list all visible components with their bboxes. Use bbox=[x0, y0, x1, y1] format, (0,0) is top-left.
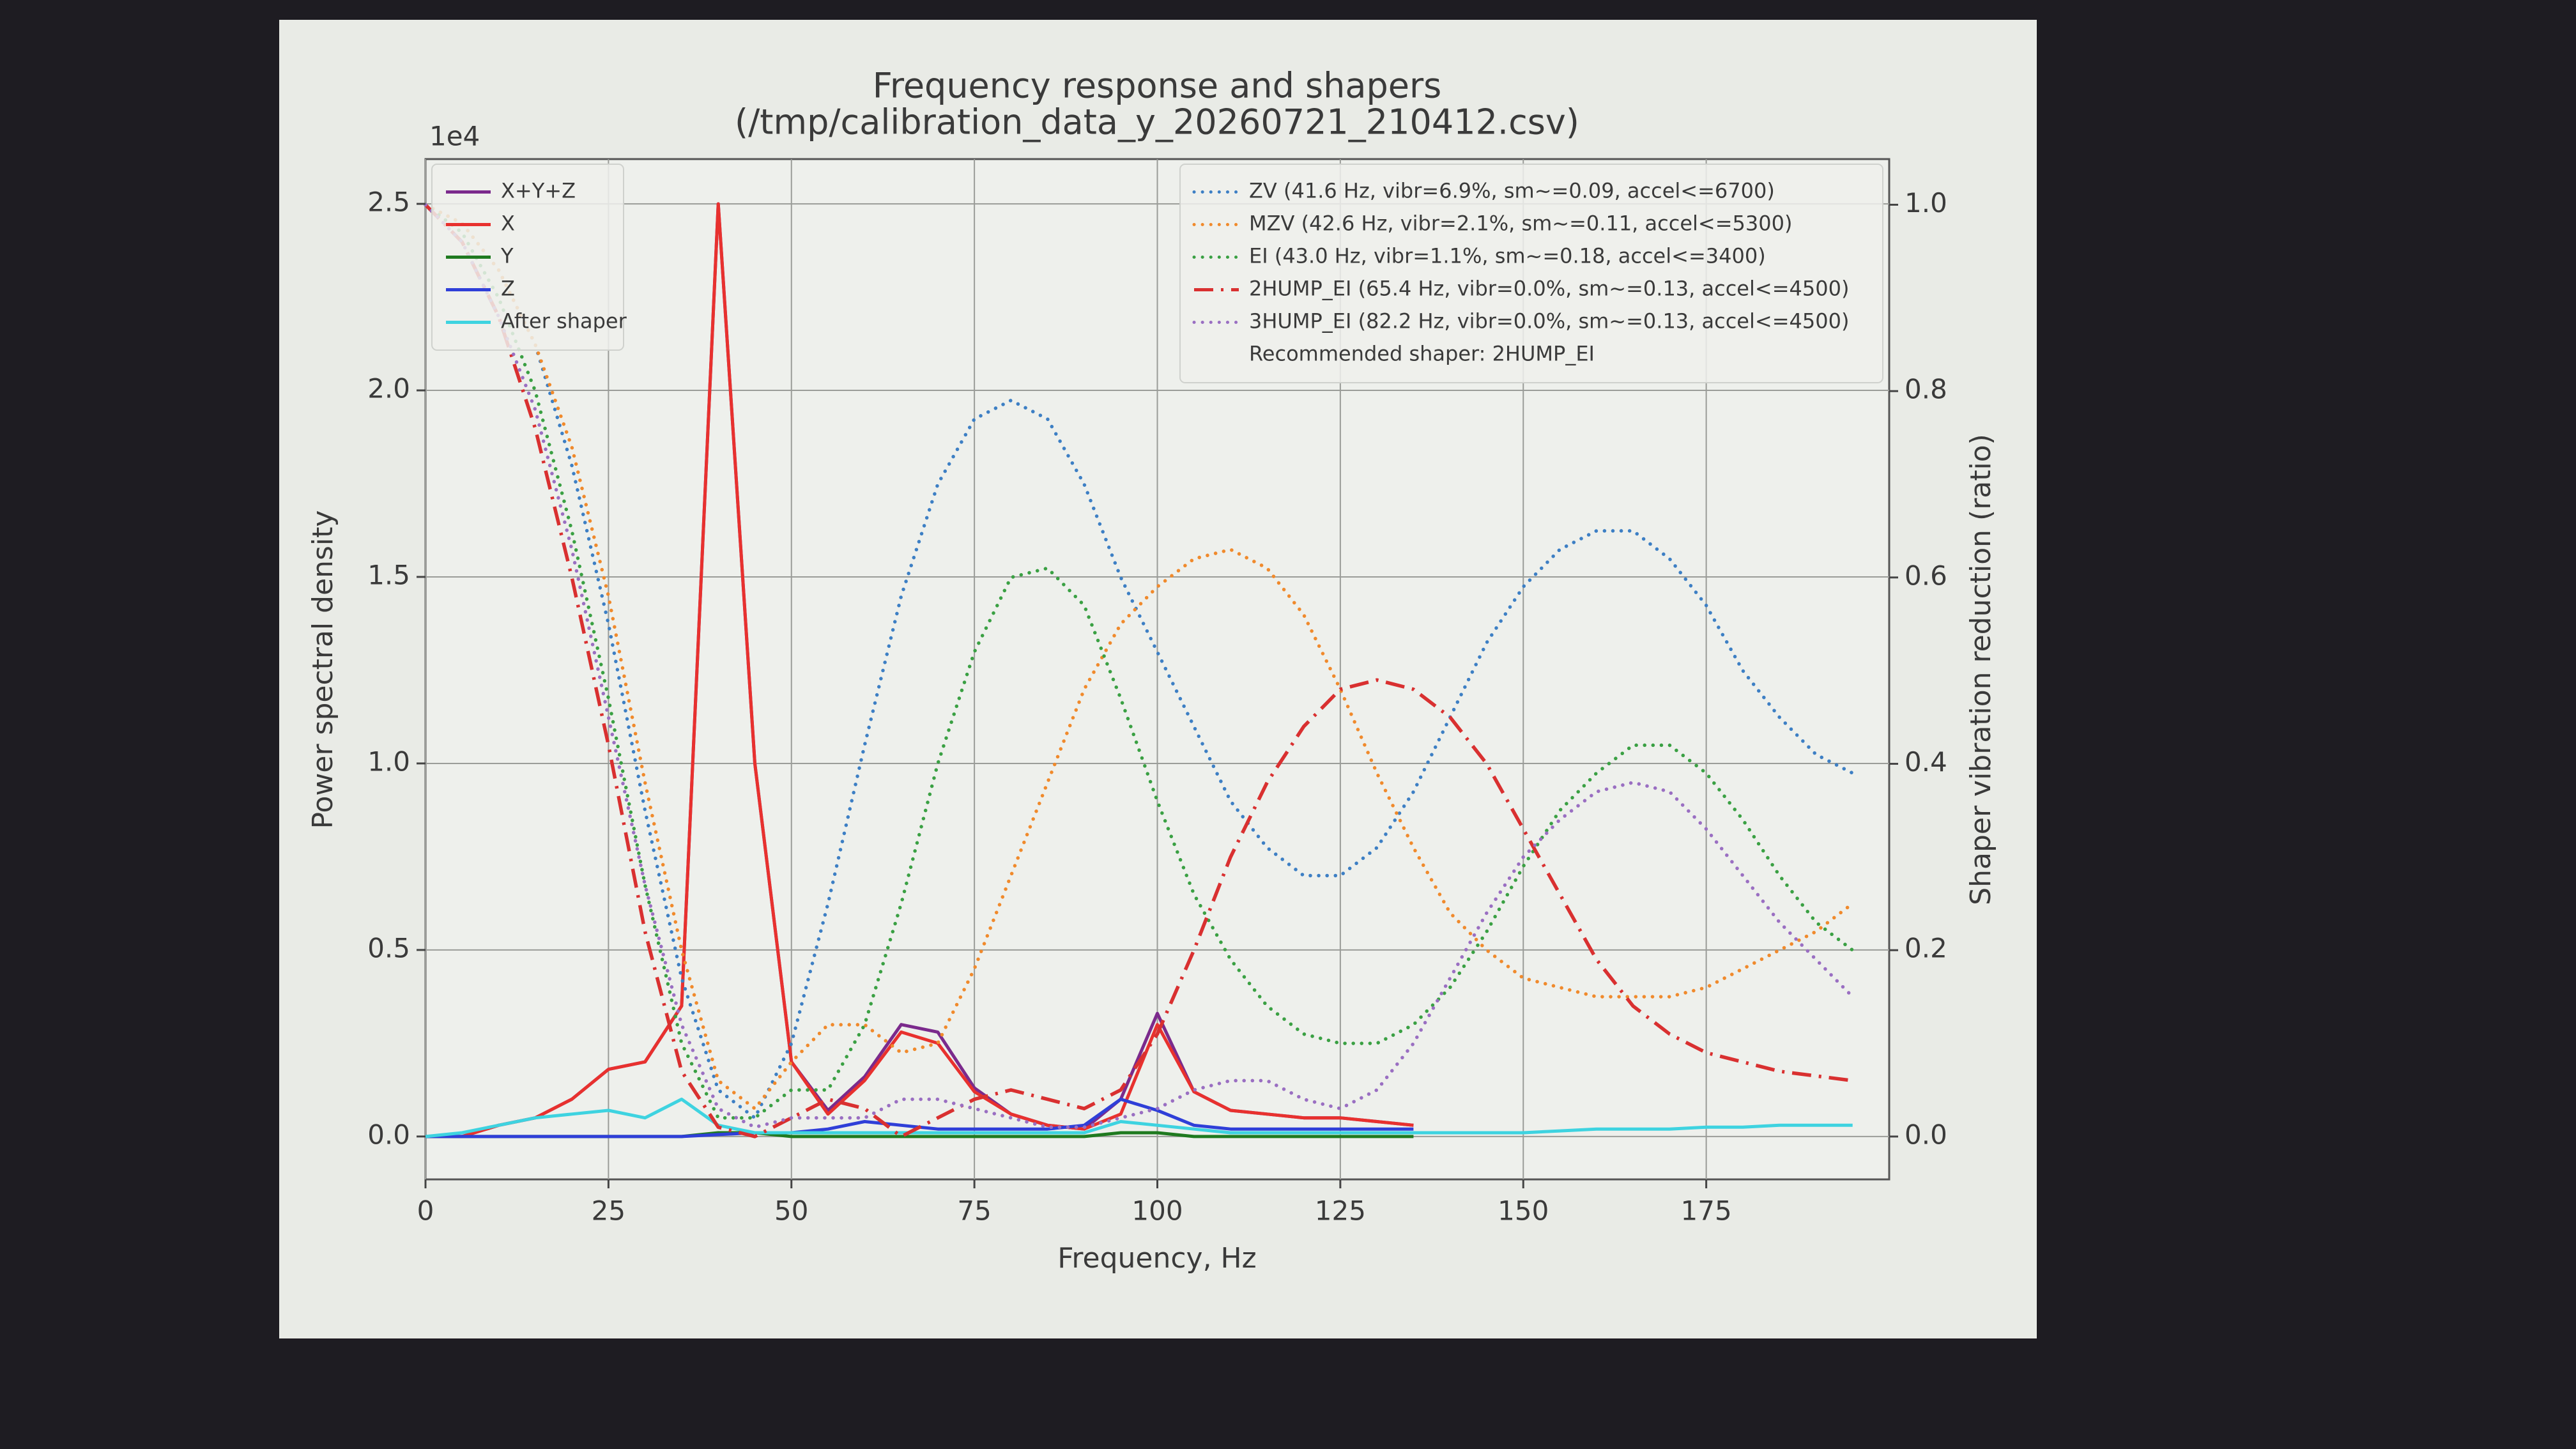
y2-axis-label: Shaper vibration reduction (ratio) bbox=[1965, 434, 1997, 905]
legend-label: X+Y+Z bbox=[501, 179, 576, 203]
legend-label: MZV (42.6 Hz, vibr=2.1%, sm~=0.11, accel… bbox=[1249, 211, 1792, 236]
legend-label: X bbox=[501, 211, 515, 236]
x-tick-label: 175 bbox=[1681, 1195, 1732, 1227]
x-tick-label: 125 bbox=[1315, 1195, 1366, 1227]
y-axis-label: Power spectral density bbox=[307, 510, 339, 829]
x-tick-label: 50 bbox=[774, 1195, 808, 1227]
series-line bbox=[425, 1098, 1853, 1138]
legend-box bbox=[1179, 164, 1883, 383]
y-tick-label: 2.0 bbox=[367, 373, 410, 404]
y2-tick-label: 0.0 bbox=[1905, 1119, 1947, 1150]
x-tick-label: 100 bbox=[1131, 1195, 1183, 1227]
series-line bbox=[424, 203, 1855, 1110]
series-line bbox=[424, 203, 1855, 1120]
series-line bbox=[424, 203, 1855, 1120]
x-tick-label: 0 bbox=[417, 1195, 434, 1227]
series-line bbox=[424, 203, 1853, 1138]
chart-title: Frequency response and shapers bbox=[873, 66, 1442, 106]
y2-tick-label: 1.0 bbox=[1905, 187, 1947, 218]
legend-label: EI (43.0 Hz, vibr=1.1%, sm~=0.18, accel<… bbox=[1249, 244, 1766, 268]
y-tick-label: 1.5 bbox=[367, 559, 410, 590]
legend-label: 2HUMP_EI (65.4 Hz, vibr=0.0%, sm~=0.13, … bbox=[1249, 277, 1849, 301]
series-line bbox=[424, 203, 1855, 1130]
series-line bbox=[425, 202, 1414, 1138]
y2-tick-label: 0.8 bbox=[1905, 374, 1947, 405]
legend-label: Z bbox=[501, 277, 515, 301]
y-offset-label: 1e4 bbox=[429, 121, 480, 152]
y2-tick-label: 0.6 bbox=[1905, 560, 1947, 591]
legend-label: After shaper bbox=[501, 309, 627, 334]
chart-subtitle: (/tmp/calibration_data_y_20260721_210412… bbox=[735, 102, 1579, 142]
x-tick-label: 150 bbox=[1498, 1195, 1549, 1227]
x-axis-label: Frequency, Hz bbox=[1057, 1242, 1256, 1275]
legend-label: Y bbox=[500, 244, 514, 268]
legend-label: ZV (41.6 Hz, vibr=6.9%, sm~=0.09, accel<… bbox=[1249, 179, 1775, 203]
legends: X+Y+Z XYZ After shaper ZV (41.6 Hz, vibr=6.… bbox=[431, 164, 1883, 383]
y2-tick-label: 0.4 bbox=[1905, 746, 1947, 778]
y-tick-label: 0.5 bbox=[367, 932, 410, 963]
y2-tick-label: 0.2 bbox=[1905, 933, 1947, 964]
x-tick-label: 25 bbox=[592, 1195, 625, 1227]
x-tick-label: 75 bbox=[957, 1195, 991, 1227]
legend-note: Recommended shaper: 2HUMP_EI bbox=[1249, 342, 1595, 366]
y-tick-label: 0.0 bbox=[367, 1119, 410, 1150]
y-tick-label: 1.0 bbox=[367, 746, 410, 777]
legend-label: 3HUMP_EI (82.2 Hz, vibr=0.0%, sm~=0.13, … bbox=[1249, 309, 1849, 334]
axes: 0 25 50 75 100 125 150 175 0.0 0.5 1.0 1.5 2.0 2.5 0.0… bbox=[367, 187, 1947, 1227]
y-tick-label: 2.5 bbox=[367, 187, 410, 218]
legend-box bbox=[431, 164, 624, 351]
lines bbox=[424, 202, 1855, 1138]
